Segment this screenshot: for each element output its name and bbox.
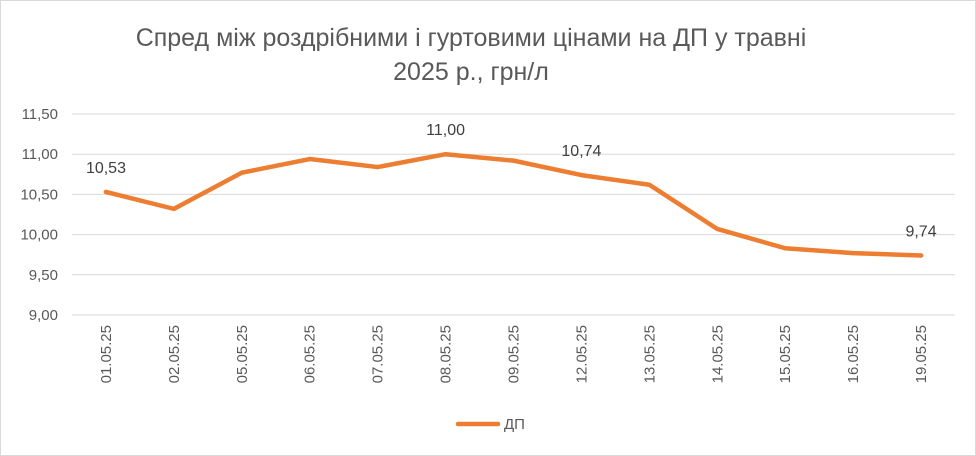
- x-tick-label: 05.05.25: [234, 325, 251, 383]
- data-point: [647, 182, 652, 187]
- data-point: [239, 170, 245, 175]
- data-point: [918, 253, 924, 258]
- chart-title-line-1: Спред між роздрібними і гуртовими цінами…: [135, 24, 807, 52]
- x-tick-label: 06.05.25: [302, 325, 319, 383]
- data-point: [171, 206, 177, 212]
- data-point: [307, 156, 312, 162]
- x-tick-label: 01.05.25: [98, 325, 115, 383]
- y-tick-label: 11,00: [22, 146, 58, 163]
- x-tick-label: 14.05.25: [709, 325, 726, 383]
- y-tick-label: 10,50: [20, 186, 58, 203]
- y-tick-label: 10,00: [20, 227, 58, 244]
- data-point: [579, 172, 584, 178]
- x-tick-label: 19.05.25: [913, 325, 930, 383]
- data-label: 10,74: [561, 143, 601, 160]
- y-tick-label: 9,50: [29, 267, 58, 284]
- y-tick-label: 11,50: [22, 106, 58, 123]
- x-tick-label: 13.05.25: [641, 325, 658, 383]
- x-tick-label: 16.05.25: [845, 325, 862, 383]
- chart-title: Спред між роздрібними і гуртовими цінами…: [1, 21, 941, 89]
- data-point: [782, 246, 788, 251]
- data-point: [511, 158, 516, 163]
- data-point: [443, 152, 448, 157]
- data-label: 10,53: [86, 160, 126, 177]
- series-line-dp: [103, 151, 924, 258]
- chart-title-line-2: 2025 р., грн/л: [393, 58, 549, 86]
- data-label: 9,74: [905, 224, 936, 241]
- data-point: [103, 189, 109, 195]
- x-tick-label: 09.05.25: [506, 325, 523, 383]
- x-tick-label: 12.05.25: [573, 325, 590, 383]
- x-tick-label: 08.05.25: [438, 325, 455, 383]
- legend-label: ДП: [504, 416, 525, 433]
- data-point: [850, 250, 856, 256]
- x-tick-label: 02.05.25: [166, 325, 183, 383]
- data-point: [375, 164, 380, 170]
- x-tick-label: 15.05.25: [777, 325, 794, 383]
- x-tick-label: 07.05.25: [370, 325, 387, 383]
- data-point: [715, 226, 720, 232]
- data-label: 11,00: [426, 122, 465, 139]
- y-tick-label: 9,00: [29, 307, 58, 324]
